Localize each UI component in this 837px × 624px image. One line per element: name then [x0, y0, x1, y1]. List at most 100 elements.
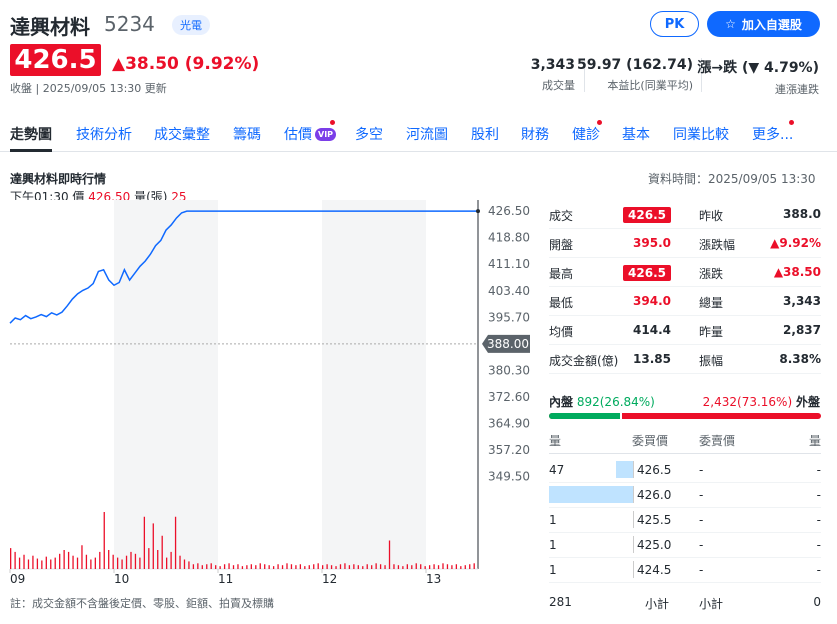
new-dot [789, 120, 794, 125]
volume-bar [442, 563, 444, 569]
volume-bar [464, 565, 466, 569]
volume-bar [255, 565, 257, 569]
divider [633, 561, 634, 578]
outer-label: 外盤 [795, 395, 820, 409]
volume-bar [148, 548, 150, 569]
x-tick-label: 11 [218, 572, 233, 586]
volume-bar [63, 550, 65, 569]
ask-qty: - [816, 488, 821, 502]
volume-bar [143, 516, 146, 569]
tab-peer[interactable]: 同業比較 [673, 127, 729, 143]
quote-label: 昨收 [699, 209, 724, 223]
volume-bar [290, 564, 293, 569]
tab-trades[interactable]: 成交彙整 [154, 127, 210, 143]
bid-qty: 1 [549, 563, 557, 577]
x-tick-label: 13 [426, 572, 441, 586]
volume-bar [330, 565, 333, 569]
stat-streak-value: 漲→跌 (▼ 4.79%) [697, 60, 819, 76]
volume-bar [295, 565, 297, 569]
quote-value: 426.5 [623, 207, 671, 223]
volume-bar [23, 554, 25, 569]
ask-qty: - [816, 563, 821, 577]
tab-river[interactable]: 河流圖 [406, 127, 448, 143]
subtotal-bid-label: 小計 [645, 597, 670, 611]
volume-bar [125, 555, 128, 569]
header-ask: 委賣價 [699, 434, 736, 448]
bid-volume-bar [549, 486, 633, 503]
volume-bar [451, 565, 453, 569]
inner-outer-bar [549, 413, 821, 419]
tab-valuation[interactable]: 估價 VIP [284, 124, 337, 144]
volume-bar [116, 557, 119, 569]
inner-outer-labels: 內盤 892(26.84%) [549, 393, 655, 410]
quote-row: 最高 426.5 漲跌 ▲38.50 [549, 258, 821, 287]
star-icon: ☆ [725, 17, 736, 31]
orderbook-row: 47 426.5 - - [549, 458, 821, 483]
hour-band [114, 200, 218, 569]
stat-streak: 漲→跌 (▼ 4.79%) 連漲連跌 [697, 57, 819, 97]
y-tick-label: 372.60 [488, 390, 530, 404]
volume-bar [10, 548, 12, 569]
volume-bar [264, 564, 266, 569]
volume-bar [388, 540, 391, 569]
volume-bar [76, 557, 79, 569]
bid-qty: 1 [549, 538, 557, 552]
volume-bar [420, 564, 422, 569]
tab-more[interactable]: 更多... [752, 127, 794, 143]
x-tick-label: 10 [114, 572, 129, 586]
y-tick-label: 403.40 [488, 284, 530, 298]
header-qty2: 量 [808, 434, 821, 448]
orderbook-row: 1 425.0 - - [549, 533, 821, 558]
ask-qty: - [816, 463, 821, 477]
quote-value: 414.4 [633, 323, 671, 337]
stat-pe-value: 59.97 (162.74) [577, 57, 693, 73]
quote-value: 13.85 [633, 352, 671, 366]
volume-bar [246, 565, 248, 569]
volume-bar [322, 565, 324, 569]
tab-trend[interactable]: 走勢圖 [10, 124, 52, 152]
bid-price: 426.0 [637, 488, 672, 502]
chart-note: 註：成交金額不含盤後定價、零股、鉅額、拍賣及標購 [10, 597, 274, 610]
hour-band [218, 200, 322, 569]
quote-row: 開盤 395.0 漲跌幅 ▲9.92% [549, 229, 821, 258]
quote-row: 成交 426.5 昨收 388.0 [549, 200, 821, 229]
volume-bar [188, 561, 190, 569]
pk-button[interactable]: PK [650, 11, 699, 37]
bid-price: 425.5 [637, 513, 672, 527]
quote-label: 漲跌幅 [699, 238, 736, 252]
quote-label: 振幅 [699, 354, 724, 368]
volume-bar [134, 553, 137, 569]
volume-bar [183, 559, 186, 569]
tab-chips[interactable]: 籌碼 [233, 127, 261, 143]
volume-bar [215, 565, 217, 569]
volume-bar [81, 545, 83, 569]
divider [701, 58, 702, 92]
tab-dividend[interactable]: 股利 [471, 127, 499, 143]
y-tick-label: 364.90 [488, 416, 530, 430]
quote-value: ▲38.50 [773, 265, 821, 279]
ask-price: - [699, 488, 704, 502]
chart-title: 達興材料即時行情 [10, 172, 107, 186]
quote-label: 開盤 [549, 238, 574, 252]
tab-longshort[interactable]: 多空 [355, 127, 383, 143]
data-time: 資料時間：2025/09/05 13:30 [648, 172, 816, 186]
price-change: ▲38.50 (9.92%) [112, 54, 260, 74]
tab-financial[interactable]: 財務 [521, 127, 549, 143]
tab-technical[interactable]: 技術分析 [76, 127, 132, 143]
volume-bar [103, 512, 105, 569]
bid-volume-bar [616, 461, 633, 478]
industry-tag[interactable]: 光電 [172, 15, 210, 35]
intraday-chart[interactable]: 426.50 418.80 411.10 403.40 395.70 388.00 380.… [0, 200, 540, 592]
outer-labels: 2,432(73.16%) 外盤 [703, 393, 820, 410]
tab-basic[interactable]: 基本 [622, 127, 650, 143]
tab-health[interactable]: 健診 [572, 127, 600, 143]
last-price-dot [476, 209, 480, 214]
y-tick-label: 395.70 [488, 310, 530, 324]
add-watchlist-button[interactable]: ☆ 加入自選股 [707, 11, 820, 37]
stat-streak-label: 連漲連跌 [775, 83, 819, 96]
current-price: 426.5 [10, 44, 101, 76]
volume-bar [379, 564, 382, 569]
stock-code: 5234 [104, 12, 155, 36]
volume-bar [201, 565, 203, 569]
volume-bar [241, 566, 244, 569]
